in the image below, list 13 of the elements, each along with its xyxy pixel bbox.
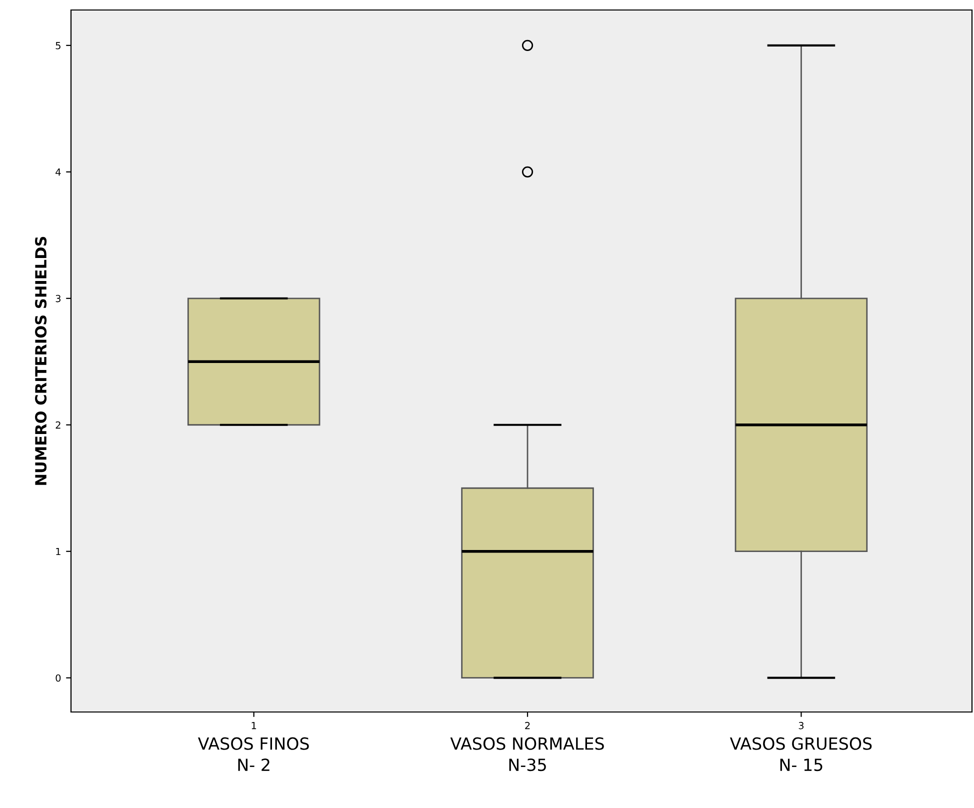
y-tick-label: 5 [56, 42, 60, 50]
y-tick-label: 2 [56, 421, 60, 429]
y-tick-label: 4 [56, 168, 61, 176]
text: VASOS NORMALES N-35 [450, 737, 604, 772]
y-tick-label: 3 [56, 294, 60, 302]
y-tick-label: 1 [56, 548, 60, 556]
y-axis-title: NUMERO CRITERIOS SHIELDS [35, 236, 47, 485]
x-tick-label: 2 [525, 722, 530, 730]
x-tick-label: 1 [252, 722, 256, 730]
text: VASOS FINOS N- 2 [198, 737, 309, 771]
text: VASOS GRUESOS N- 15 [730, 737, 872, 772]
x-tick-label: 3 [798, 722, 804, 730]
y-tick-label: 0 [56, 674, 61, 682]
